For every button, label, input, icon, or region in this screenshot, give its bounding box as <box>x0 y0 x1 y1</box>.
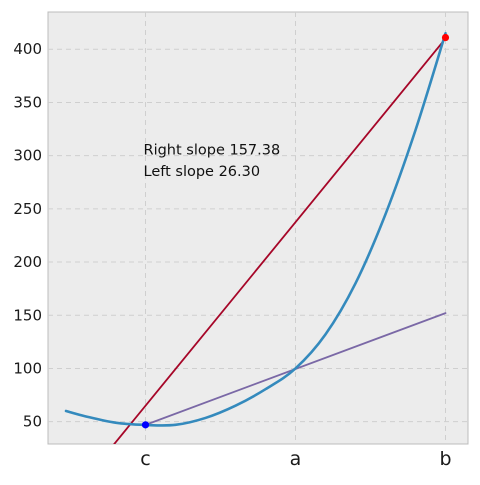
y-tick-label: 50 <box>23 413 42 431</box>
y-tick-label: 100 <box>13 359 42 377</box>
y-tick-label: 250 <box>13 200 42 218</box>
x-tick-label: a <box>290 448 302 470</box>
annotation-right-slope: Right slope 157.38 <box>144 143 281 159</box>
y-tick-label: 350 <box>13 93 42 111</box>
annotation-left-slope: Left slope 26.30 <box>144 164 261 180</box>
y-tick-label: 200 <box>13 253 42 271</box>
tick-labels: 50 100 150 200 250 300 350 400 c a b <box>13 40 451 470</box>
grid-lines <box>48 12 468 444</box>
y-tick-label: 300 <box>13 147 42 165</box>
series-layer <box>64 31 447 444</box>
x-tick-label: b <box>439 448 451 470</box>
points-layer <box>141 33 450 429</box>
tangent-line <box>113 37 447 444</box>
x-tick-label: c <box>140 448 150 470</box>
point-b <box>441 33 450 42</box>
y-tick-label: 400 <box>13 40 42 58</box>
plot-area <box>47 11 469 445</box>
curve-line <box>64 31 447 427</box>
y-tick-label: 150 <box>13 306 42 324</box>
point-c <box>141 421 150 429</box>
